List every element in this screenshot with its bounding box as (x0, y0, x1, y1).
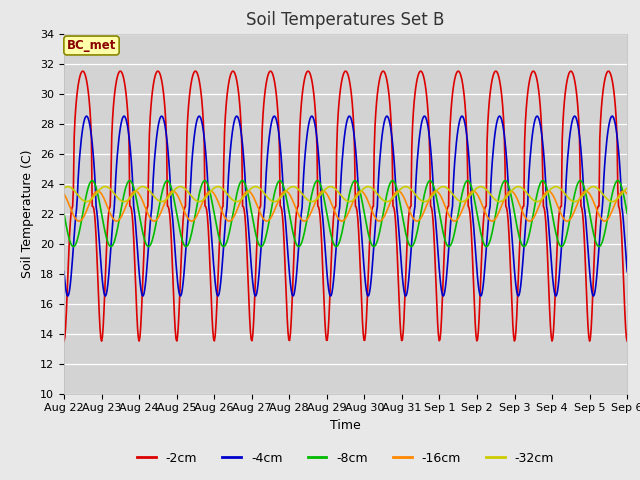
-16cm (186, 218, 194, 224)
X-axis label: Time: Time (330, 419, 361, 432)
Line: -2cm: -2cm (64, 71, 627, 341)
-16cm (623, 191, 631, 197)
-16cm (188, 218, 195, 224)
-32cm (128, 193, 136, 199)
-32cm (623, 185, 631, 191)
-2cm (70, 134, 78, 140)
Y-axis label: Soil Temperature (C): Soil Temperature (C) (22, 149, 35, 278)
-16cm (128, 190, 136, 196)
-4cm (60, 269, 68, 275)
-4cm (215, 291, 223, 297)
-16cm (217, 205, 225, 211)
-32cm (431, 191, 438, 196)
-32cm (60, 185, 68, 191)
-16cm (60, 191, 68, 197)
-2cm (431, 264, 439, 269)
Title: Soil Temperatures Set B: Soil Temperatures Set B (246, 11, 445, 29)
-32cm (186, 191, 193, 196)
-8cm (71, 242, 79, 248)
Text: BC_met: BC_met (67, 39, 116, 52)
-4cm (496, 113, 504, 119)
-4cm (70, 233, 78, 239)
Line: -8cm: -8cm (64, 180, 627, 247)
-16cm (416, 217, 424, 223)
-4cm (515, 293, 522, 299)
-8cm (623, 211, 631, 216)
Line: -32cm: -32cm (64, 187, 627, 202)
-2cm (129, 222, 137, 228)
-16cm (432, 188, 440, 194)
-32cm (215, 184, 223, 190)
-4cm (623, 269, 631, 275)
-16cm (70, 214, 78, 219)
-2cm (79, 68, 86, 74)
-8cm (60, 211, 68, 216)
-32cm (70, 188, 78, 193)
-32cm (515, 184, 522, 190)
-4cm (431, 206, 438, 212)
-8cm (415, 221, 422, 227)
-2cm (623, 338, 631, 344)
-8cm (70, 244, 77, 250)
Legend: -2cm, -4cm, -8cm, -16cm, -32cm: -2cm, -4cm, -8cm, -16cm, -32cm (132, 447, 559, 469)
-4cm (128, 170, 136, 176)
-2cm (415, 71, 422, 76)
-32cm (414, 195, 422, 201)
-16cm (169, 188, 177, 194)
-8cm (431, 190, 439, 195)
-4cm (414, 148, 422, 154)
-8cm (186, 236, 194, 242)
-8cm (614, 178, 621, 183)
-2cm (216, 229, 224, 235)
-4cm (186, 205, 193, 211)
-2cm (186, 87, 194, 93)
Line: -4cm: -4cm (64, 116, 627, 296)
Line: -16cm: -16cm (64, 191, 627, 221)
-8cm (129, 182, 137, 188)
-2cm (60, 338, 68, 344)
-8cm (216, 238, 224, 243)
-32cm (496, 199, 504, 204)
